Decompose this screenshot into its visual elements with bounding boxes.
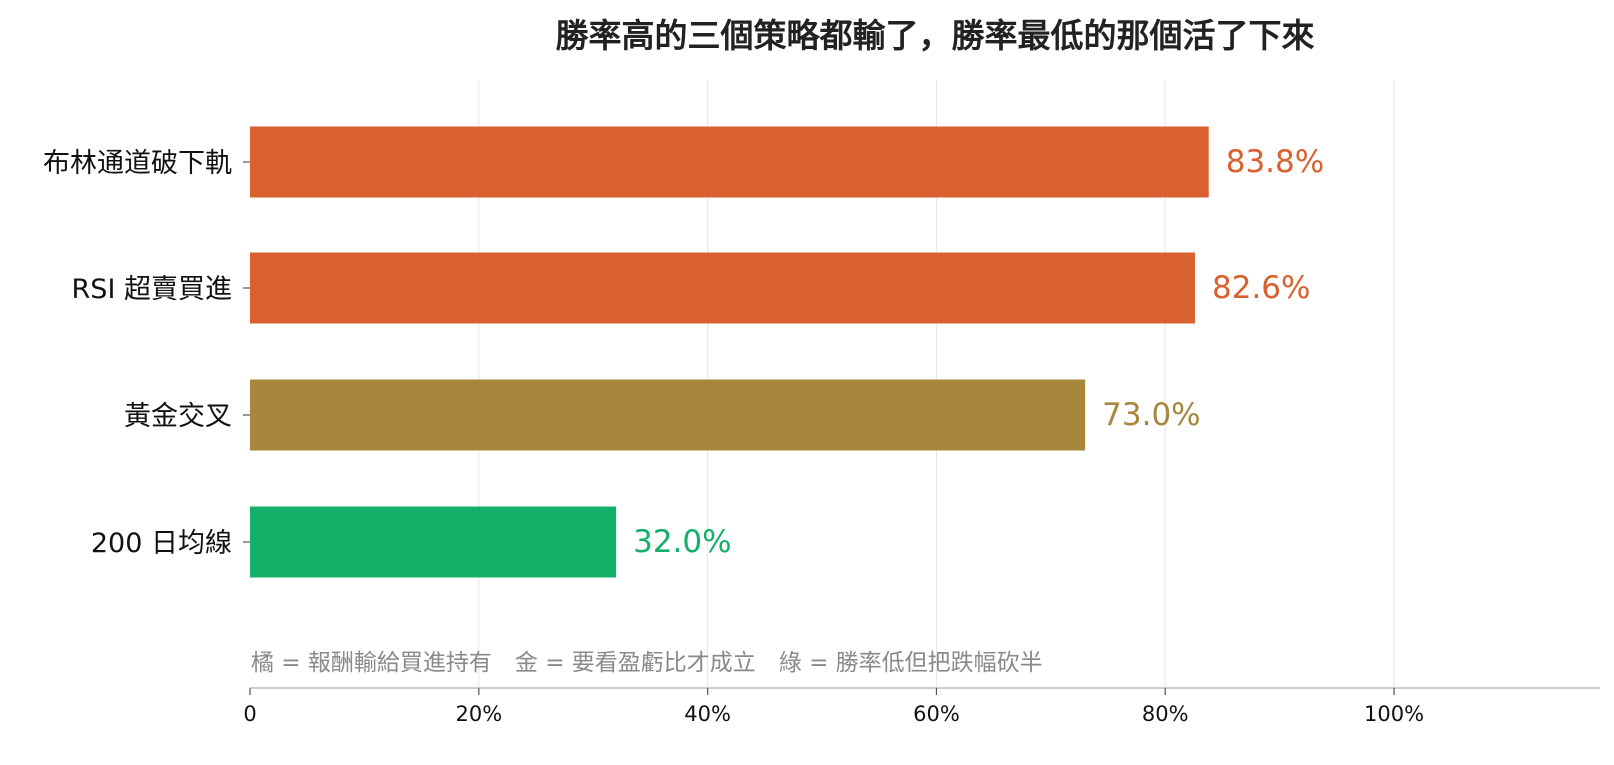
- bar: [250, 252, 1195, 324]
- color-legend-note: 橘 = 報酬輸給買進持有 金 = 要看盈虧比才成立 綠 = 勝率低但把跌幅砍半: [251, 650, 1043, 676]
- category-label: RSI 超賣買進: [72, 274, 232, 305]
- x-tick-label: 80%: [1142, 702, 1189, 726]
- x-tick-label: 60%: [913, 702, 960, 726]
- x-tick-label: 0: [243, 702, 256, 726]
- x-tick-label: 100%: [1364, 702, 1424, 726]
- value-label: 82.6%: [1212, 270, 1310, 306]
- value-label: 83.8%: [1226, 144, 1324, 180]
- x-tick-label: 40%: [684, 702, 731, 726]
- value-label: 73.0%: [1102, 397, 1200, 433]
- chart-title: 勝率高的三個策略都輸了，勝率最低的那個活了下來: [556, 16, 1315, 55]
- category-label: 黃金交叉: [124, 401, 232, 432]
- value-labels: 83.8% 82.6% 73.0% 32.0%: [633, 144, 1324, 560]
- bars: [250, 126, 1209, 578]
- bar: [250, 126, 1209, 198]
- value-label: 32.0%: [633, 524, 731, 560]
- category-label: 布林通道破下軌: [43, 148, 232, 179]
- x-axis-ticks: 0 20% 40% 60% 80% 100%: [243, 688, 1424, 726]
- bar: [250, 506, 617, 578]
- category-label: 200 日均線: [91, 528, 232, 559]
- bar: [250, 379, 1086, 451]
- x-tick-label: 20%: [455, 702, 502, 726]
